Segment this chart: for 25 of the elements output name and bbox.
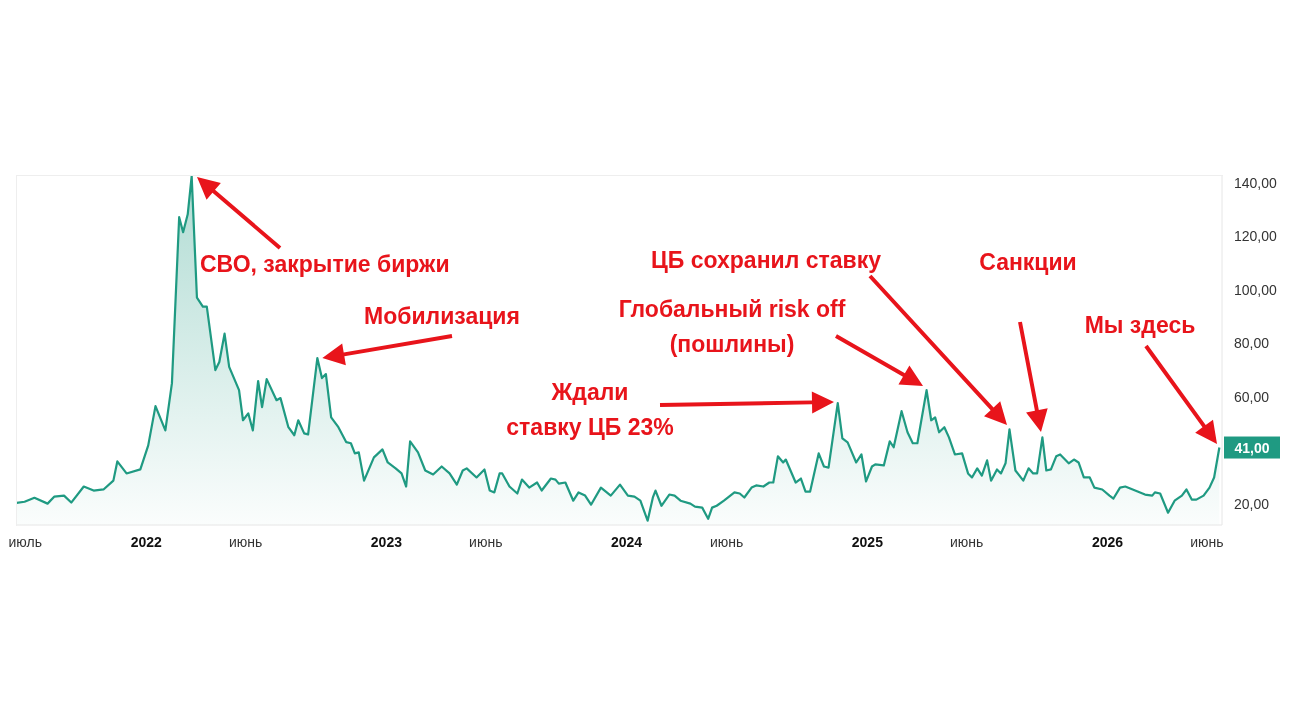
annotation: 41,00 [1234,439,1270,456]
annotation: Мобилизация [364,303,520,329]
x-tick-label: 2024 [610,534,643,550]
x-tick-label: 2025 [851,534,884,550]
x-tick-label: июнь [469,534,503,550]
y-tick-label: 120,00 [1234,228,1278,245]
annotation: Санкции [979,249,1077,275]
annotation: Ждали ставку ЦБ 23% [506,379,674,440]
annotation: СВО, закрытие биржи [200,251,450,277]
y-tick-label: 20,00 [1234,495,1270,512]
y-tick-label: 100,00 [1234,281,1278,298]
x-tick-label: июнь [228,534,263,550]
x-tick-label: 2022 [130,534,163,550]
x-tick-label: июнь [1190,534,1224,550]
x-tick-label: 2023 [370,534,403,550]
x-tick-label: июль [8,534,42,550]
annotation: Мы здесь [1084,312,1196,338]
x-tick-label: июнь [950,534,984,550]
y-tick-label: 80,00 [1234,335,1270,352]
y-tick-label: 60,00 [1234,388,1270,405]
x-tick-label: 2026 [1091,534,1124,550]
x-tick-label: июнь [709,534,744,550]
y-tick-label: 140,00 [1234,174,1278,191]
annotation: Глобальный risk off (пошлины) [618,296,846,357]
annotation: ЦБ сохранил ставку [651,247,882,273]
